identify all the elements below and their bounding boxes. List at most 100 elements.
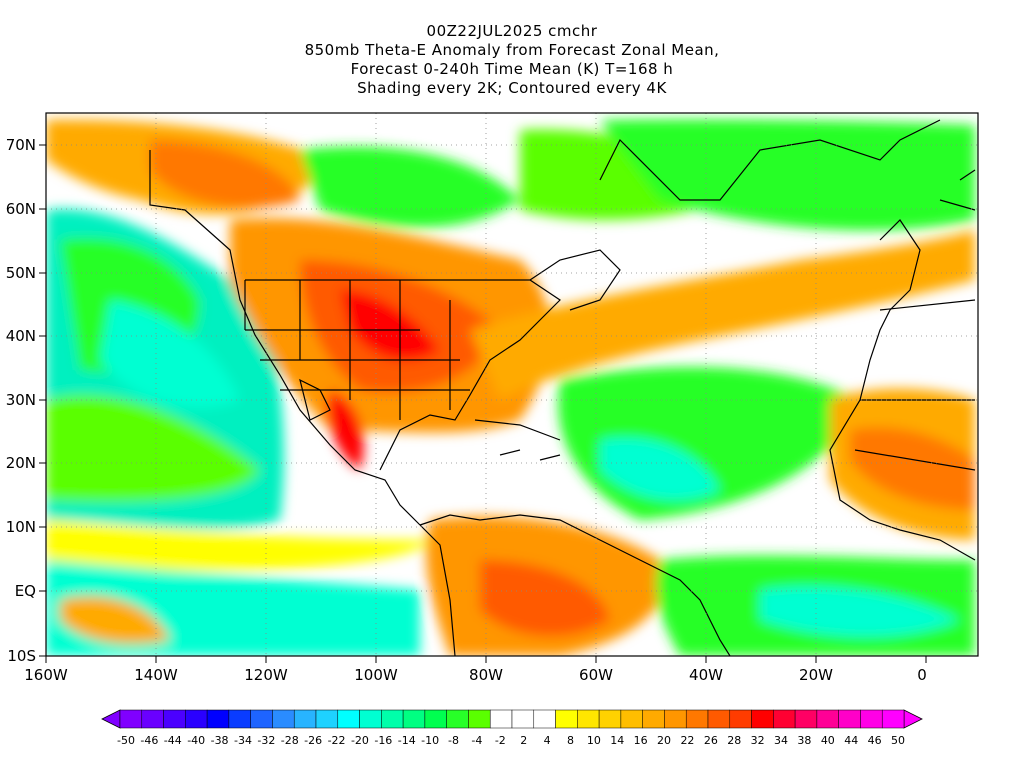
x-tick-label: 80W <box>469 666 503 684</box>
colorbar-label: -32 <box>257 734 275 747</box>
colorbar-swatch <box>838 709 861 729</box>
colorbar-swatch <box>620 709 643 729</box>
y-tick-label: 30N <box>6 391 36 409</box>
colorbar-label: 44 <box>844 734 858 747</box>
colorbar-label: -4 <box>471 734 482 747</box>
colorbar-label: 14 <box>610 734 624 747</box>
colorbar-label: 10 <box>587 734 601 747</box>
title-line-3: Forecast 0-240h Time Mean (K) T=168 h <box>350 60 674 78</box>
x-tick-label: 100W <box>354 666 398 684</box>
colorbar-label: -40 <box>187 734 205 747</box>
map-title: 00Z22JUL2025 cmchr 850mb Theta-E Anomaly… <box>0 22 1024 98</box>
colorbar-label: -2 <box>495 734 506 747</box>
y-axis-labels: 70N 60N 50N 40N 30N 20N 10N EQ 10S <box>6 136 36 665</box>
colorbar-max-arrow <box>903 709 923 729</box>
colorbar-swatch <box>816 709 839 729</box>
colorbar-label: 22 <box>680 734 694 747</box>
colorbar-label: -46 <box>140 734 158 747</box>
y-tick-label: 70N <box>6 136 36 154</box>
colorbar-swatches <box>119 709 905 729</box>
colorbar-swatch <box>685 709 709 729</box>
x-tick-label: 40W <box>689 666 723 684</box>
graticule <box>46 113 978 656</box>
colorbar-labels: -50 -46 -44 -40 -38 -34 -32 -28 -26 -22 -20 -16 -14-… <box>117 734 905 747</box>
x-tick-label: 120W <box>244 666 288 684</box>
colorbar-label: -20 <box>351 734 369 747</box>
colorbar-label: -22 <box>328 734 346 747</box>
colorbar-label: 28 <box>727 734 741 747</box>
colorbar-swatch <box>577 709 600 729</box>
colorbar-swatch <box>163 709 186 729</box>
colorbar-swatch <box>860 709 883 729</box>
map-frame <box>45 112 979 657</box>
colorbar-swatch <box>250 709 273 729</box>
colorbar-swatch <box>228 709 251 729</box>
colorbar-swatch <box>315 709 339 729</box>
y-tick-label: 50N <box>6 264 36 282</box>
colorbar-label: -26 <box>304 734 322 747</box>
colorbar-label: -16 <box>374 734 392 747</box>
title-line-2: 850mb Theta-E Anomaly from Forecast Zona… <box>304 41 720 59</box>
colorbar-swatch <box>272 709 295 729</box>
x-tick-label: 60W <box>579 666 613 684</box>
colorbar-swatch <box>555 709 578 729</box>
colorbar-swatch <box>511 709 535 729</box>
colorbar-swatch <box>206 709 230 729</box>
colorbar-swatch <box>446 709 469 729</box>
colorbar-swatch <box>381 709 404 729</box>
x-tick-label: 0 <box>917 666 927 684</box>
colorbar-label: -28 <box>281 734 299 747</box>
x-tick-label: 20W <box>799 666 833 684</box>
colorbar-swatch <box>794 709 818 729</box>
colorbar-label: -14 <box>398 734 416 747</box>
coastlines <box>149 119 976 656</box>
colorbar-label: 2 <box>520 734 527 747</box>
colorbar-swatch <box>642 709 665 729</box>
colorbar-swatch <box>881 709 905 729</box>
colorbar-label: 34 <box>774 734 788 747</box>
colorbar-label: 50 <box>891 734 905 747</box>
title-line-4: Shading every 2K; Contoured every 4K <box>357 79 667 97</box>
colorbar-label: -44 <box>164 734 182 747</box>
colorbar-label: -50 <box>117 734 135 747</box>
colorbar-swatch <box>773 709 796 729</box>
title-line-1: 00Z22JUL2025 cmchr <box>426 22 598 40</box>
colorbar-label: 20 <box>657 734 671 747</box>
colorbar-swatch <box>707 709 731 729</box>
y-tick-label: 10S <box>7 647 36 665</box>
colorbar-swatch <box>119 709 143 729</box>
colorbar-label: 16 <box>634 734 648 747</box>
colorbar-label: -34 <box>234 734 252 747</box>
colorbar-label: 40 <box>821 734 835 747</box>
colorbar-min-arrow <box>101 709 121 729</box>
colorbar-label: 32 <box>751 734 765 747</box>
colorbar-label: 46 <box>868 734 882 747</box>
y-tick-label: 60N <box>6 200 36 218</box>
colorbar-label: -10 <box>421 734 439 747</box>
colorbar-label: 38 <box>797 734 811 747</box>
x-tick-label: 160W <box>24 666 68 684</box>
colorbar-swatch <box>424 709 447 729</box>
tick-marks <box>39 144 927 663</box>
colorbar-swatch <box>729 709 752 729</box>
colorbar-label: 8 <box>567 734 574 747</box>
x-tick-label: 140W <box>134 666 178 684</box>
y-tick-label: 10N <box>6 518 36 536</box>
colorbar-swatch <box>598 709 622 729</box>
colorbar-label: -8 <box>448 734 459 747</box>
colorbar-swatch <box>533 709 556 729</box>
colorbar-label: 26 <box>704 734 718 747</box>
y-tick-label: 20N <box>6 454 36 472</box>
colorbar-swatch <box>141 709 164 729</box>
anomaly-shading <box>46 113 978 656</box>
colorbar-swatch <box>664 709 687 729</box>
colorbar-swatch <box>751 709 774 729</box>
y-tick-label: 40N <box>6 327 36 345</box>
colorbar-label: -38 <box>211 734 229 747</box>
y-tick-label: EQ <box>15 582 36 600</box>
colorbar-swatch <box>293 709 317 729</box>
colorbar-swatch <box>185 709 208 729</box>
colorbar-swatch <box>359 709 382 729</box>
colorbar-swatch <box>468 709 491 729</box>
